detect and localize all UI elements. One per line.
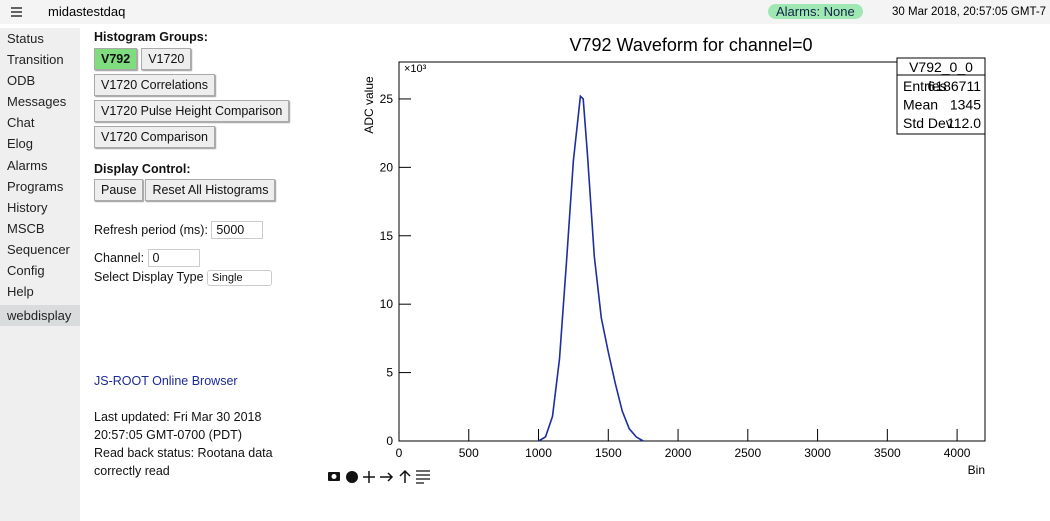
nav-item[interactable]: Programs bbox=[7, 178, 64, 194]
status-value: Rootana data correctly read bbox=[94, 446, 273, 478]
nav-item[interactable]: Chat bbox=[7, 115, 35, 131]
y-tick-label: 20 bbox=[380, 160, 394, 174]
label: Refresh period (ms): bbox=[94, 223, 208, 237]
x-tick-label: 2500 bbox=[734, 446, 761, 460]
label: Select Display Type bbox=[94, 270, 204, 284]
x-tick-label: 500 bbox=[459, 446, 479, 460]
x-axis-label: Bin bbox=[968, 463, 985, 477]
label: Histogram Groups: bbox=[94, 30, 208, 44]
x-tick-label: 0 bbox=[396, 446, 403, 460]
y-tick-label: 10 bbox=[380, 297, 394, 311]
x-tick-label: 3000 bbox=[804, 446, 831, 460]
x-tick-label: 3500 bbox=[874, 446, 901, 460]
nav-item[interactable]: Messages bbox=[7, 94, 67, 110]
y-tick-label: 0 bbox=[386, 434, 393, 448]
nav-item[interactable]: Config bbox=[7, 263, 45, 279]
nav-item[interactable]: Sequencer bbox=[7, 241, 70, 257]
plot-frame bbox=[398, 61, 986, 442]
y-tick-label: 5 bbox=[386, 366, 393, 380]
refresh-input[interactable]: 5000 bbox=[211, 221, 264, 239]
app-title: midastestdaq bbox=[48, 4, 126, 19]
stats-value: 6186711 bbox=[928, 78, 982, 94]
x-tick-label: 2000 bbox=[665, 446, 692, 460]
stats-title: V792_0_0 bbox=[909, 59, 973, 75]
link[interactable]: JS-ROOT Online Browser bbox=[94, 374, 238, 388]
group-buttons: V792 V1720 V1720 Correlations V1720 Pulse H… bbox=[94, 48, 314, 152]
datetime: 30 Mar 2018, 20:57:05 GMT-7 bbox=[892, 6, 1047, 18]
y-multiplier: ×10³ bbox=[404, 63, 427, 75]
x-tick-label: 4000 bbox=[944, 446, 971, 460]
group-button[interactable]: V1720 Comparison bbox=[94, 126, 216, 148]
y-tick-label: 25 bbox=[380, 92, 394, 106]
chart-title: V792 Waveform for channel=0 bbox=[570, 35, 813, 55]
stats-value: 1345 bbox=[950, 97, 981, 113]
toolbar[interactable] bbox=[328, 469, 430, 484]
nav-item[interactable]: Elog bbox=[7, 136, 34, 152]
label: Channel: bbox=[94, 251, 145, 265]
sidebar: Status Transition ODB Messages Chat Elog Alarm… bbox=[0, 28, 80, 521]
group-button[interactable]: V1720 bbox=[141, 48, 192, 70]
stats-key: Std Dev bbox=[903, 115, 953, 131]
stats-key: Entries bbox=[903, 78, 947, 94]
stats-value: 112.0 bbox=[947, 115, 981, 131]
nav-item[interactable]: Status bbox=[7, 31, 44, 46]
group-button[interactable]: V792 bbox=[94, 48, 138, 70]
x-tick-label: 1000 bbox=[525, 446, 552, 460]
y-tick-label: 15 bbox=[380, 229, 394, 243]
nav-item[interactable]: Transition bbox=[7, 52, 64, 68]
nav-item[interactable]: webdisplay bbox=[0, 305, 80, 327]
display-buttons: Pause Reset All Histograms bbox=[94, 179, 314, 205]
chart: V792 Waveform for channel=0 ADC value Bin ×… bbox=[328, 35, 986, 484]
stats-box bbox=[896, 57, 986, 135]
menu-icon[interactable] bbox=[10, 6, 24, 18]
read-status: Read back status: Rootana data correctly… bbox=[94, 444, 294, 480]
control-panel: Histogram Groups: V792 V1720 V1720 Correla… bbox=[94, 28, 314, 480]
channel-input[interactable]: 0 bbox=[147, 249, 200, 267]
header: midastestdaq Alarms: None 30 Mar 2018, 2… bbox=[0, 0, 1050, 24]
alarms[interactable]: Alarms: None bbox=[768, 4, 863, 19]
label: Display Control: bbox=[94, 162, 191, 176]
label: Read back status: bbox=[94, 446, 195, 460]
nav-item[interactable]: ODB bbox=[7, 73, 36, 89]
group-button[interactable]: V1720 Correlations bbox=[94, 74, 216, 96]
group-button[interactable]: V1720 Pulse Height Comparison bbox=[94, 100, 290, 122]
stats-key: Mean bbox=[903, 97, 938, 113]
nav-item[interactable]: History bbox=[7, 199, 48, 215]
nav-item[interactable]: MSCB bbox=[7, 220, 45, 236]
display-button[interactable]: Reset All Histograms bbox=[145, 179, 276, 201]
type-select[interactable]: Single bbox=[207, 270, 273, 286]
nav-item[interactable]: Help bbox=[7, 284, 34, 300]
x-tick-label: 1500 bbox=[595, 446, 622, 460]
last-updated: Last updated: Fri Mar 30 2018 20:57:05 G… bbox=[94, 410, 262, 442]
data-line bbox=[538, 94, 644, 442]
y-axis-label: ADC value bbox=[362, 76, 376, 134]
display-button[interactable]: Pause bbox=[94, 179, 144, 201]
nav-item[interactable]: Alarms bbox=[7, 157, 48, 173]
